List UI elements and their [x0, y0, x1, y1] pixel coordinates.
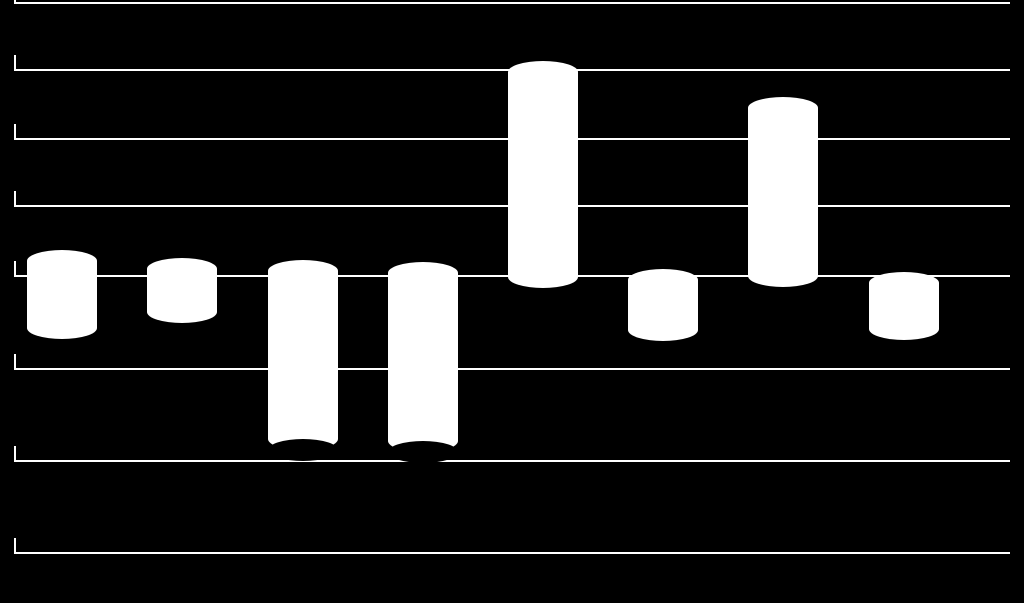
bar-cap-bottom [147, 301, 217, 323]
bar-cap-top [508, 61, 578, 83]
bar-cap-top [27, 250, 97, 272]
gridline [14, 368, 1010, 370]
y-axis-tick [14, 0, 16, 2]
bar [27, 250, 97, 339]
bar-cap-bottom [27, 317, 97, 339]
gridline [14, 460, 1010, 462]
bar [869, 272, 939, 340]
y-axis-tick [14, 354, 16, 368]
column-chart [0, 0, 1024, 603]
bar-cap-top [268, 260, 338, 282]
bar-cap-bottom [869, 318, 939, 340]
bar-cap-bottom [748, 265, 818, 287]
bar-cap-bottom [628, 319, 698, 341]
bar-cap-bottom [508, 266, 578, 288]
bar-cap-top [748, 97, 818, 119]
y-axis-tick [14, 261, 16, 275]
bar-cap-top [869, 272, 939, 294]
bar-cap-top [388, 262, 458, 284]
gridline [14, 552, 1010, 554]
bar [508, 61, 578, 288]
bar [748, 97, 818, 287]
gridline [14, 2, 1010, 4]
bar [388, 262, 458, 452]
bar [628, 269, 698, 341]
bar-body [508, 72, 578, 277]
bar-body [268, 271, 338, 439]
bar [268, 260, 338, 450]
bar-bottom-shadow [388, 441, 458, 463]
y-axis-tick [14, 191, 16, 205]
bar-body [748, 108, 818, 276]
y-axis-tick [14, 55, 16, 69]
bar [147, 258, 217, 323]
bar-cap-top [147, 258, 217, 280]
bar-body [388, 273, 458, 441]
bar-bottom-shadow [268, 439, 338, 461]
y-axis-tick [14, 446, 16, 460]
y-axis-tick [14, 538, 16, 552]
bar-cap-top [628, 269, 698, 291]
y-axis-tick [14, 124, 16, 138]
